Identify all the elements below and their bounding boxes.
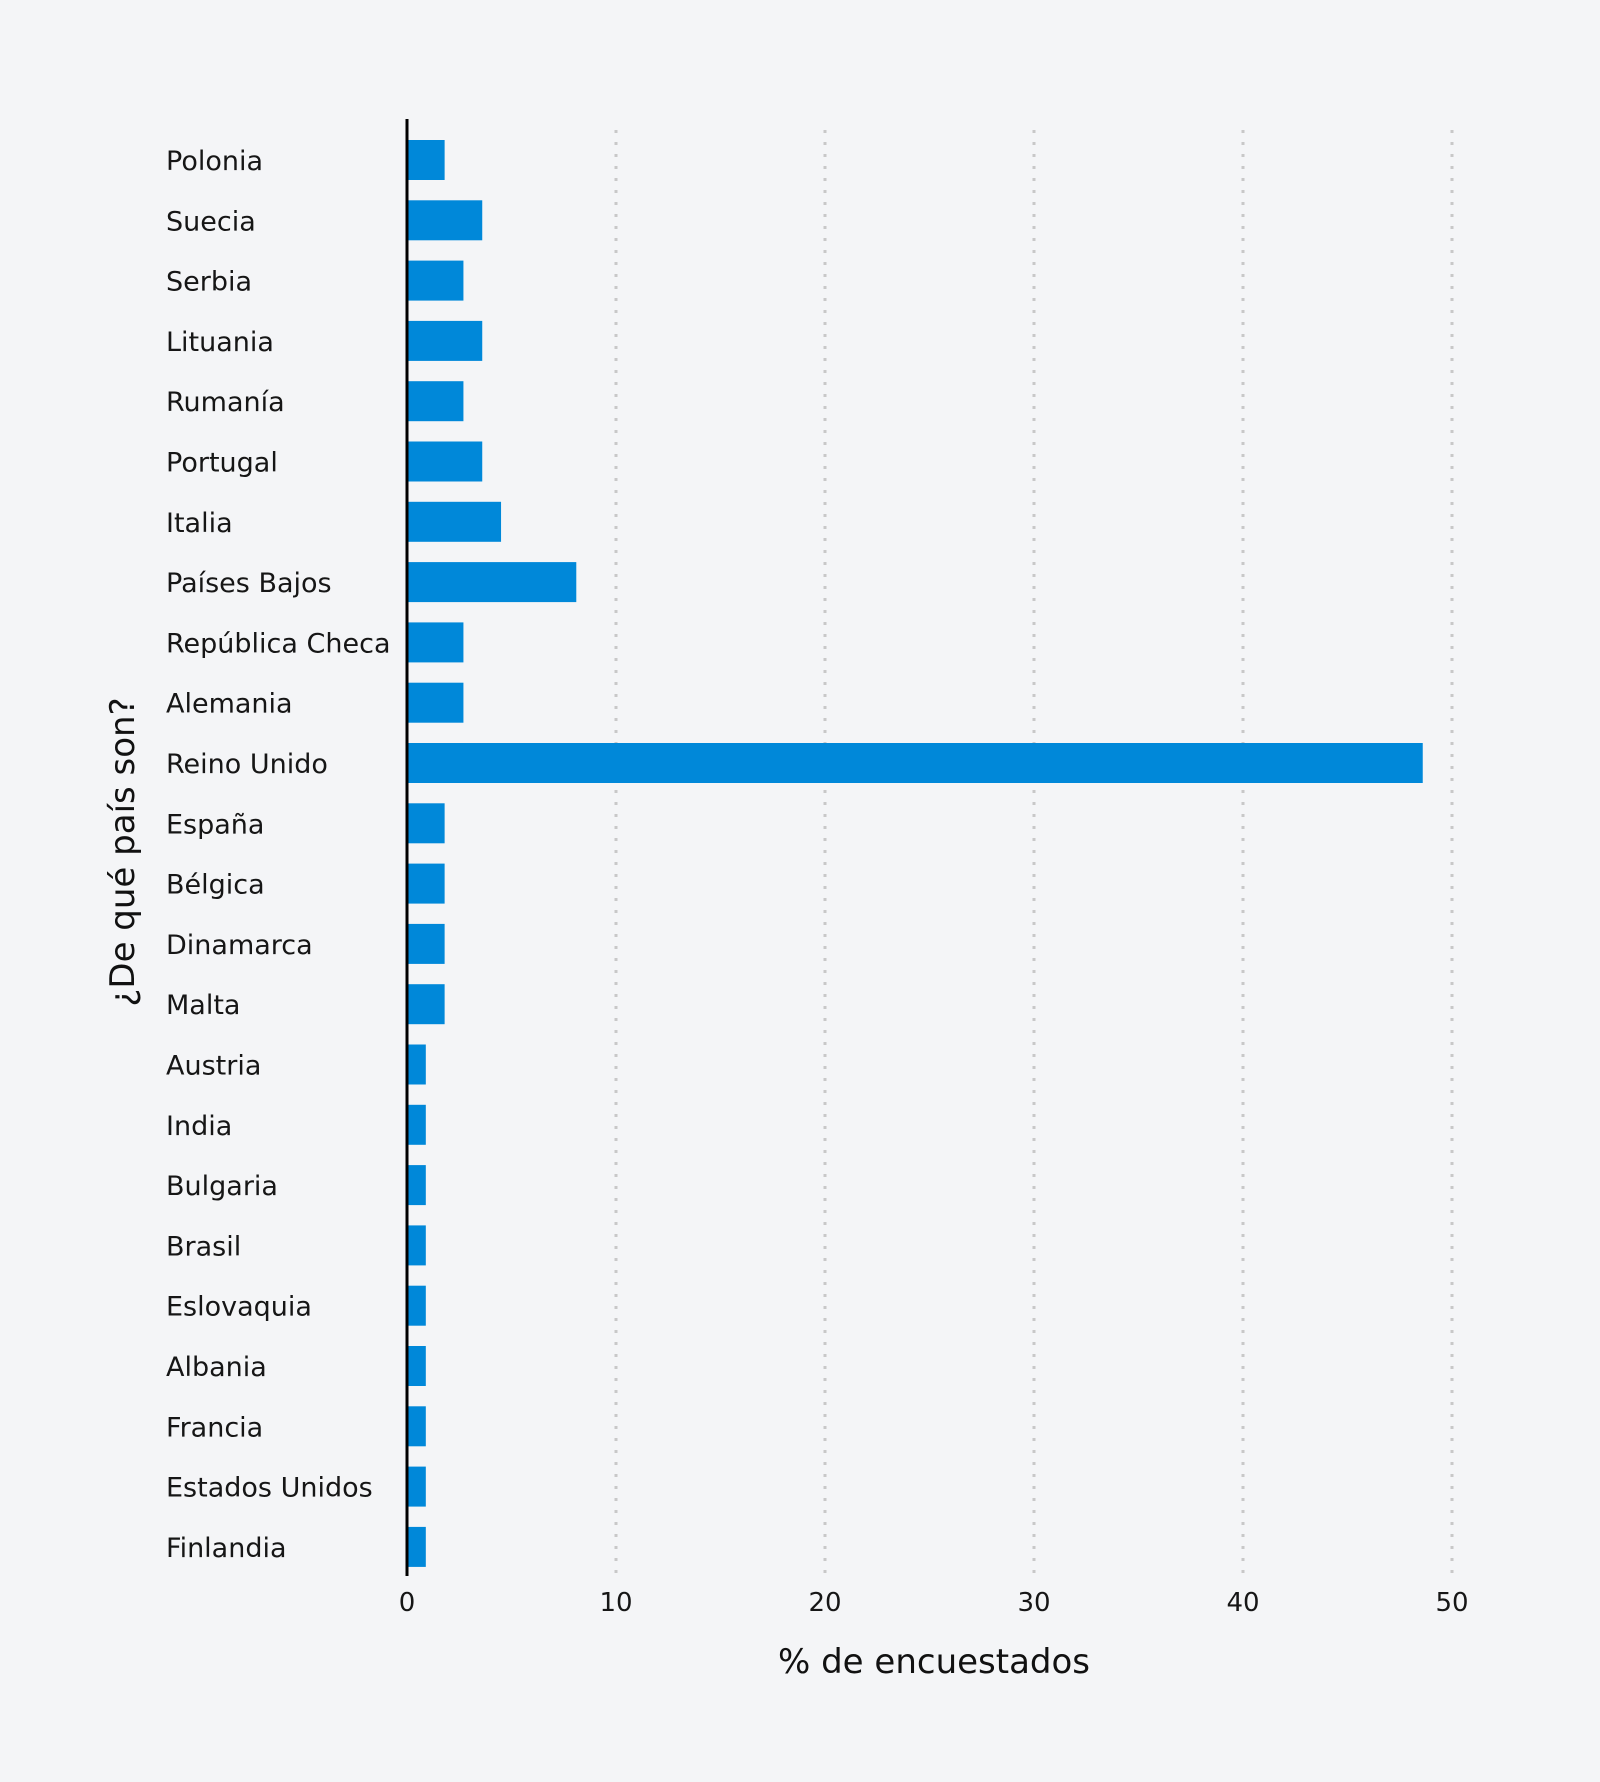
category-label: India <box>166 1111 232 1142</box>
bar <box>407 260 464 301</box>
category-label: Lituania <box>166 327 274 358</box>
bar <box>407 200 483 241</box>
bar <box>407 320 483 361</box>
category-label: Reino Unido <box>166 749 328 780</box>
x-axis-title: % de encuestados <box>778 1642 1090 1682</box>
bar <box>407 1225 426 1266</box>
category-label: Bélgica <box>166 870 265 901</box>
bar <box>407 1346 426 1386</box>
category-label: Bulgaria <box>166 1171 278 1202</box>
bar <box>407 140 445 180</box>
bar <box>407 562 577 603</box>
bar <box>407 863 445 904</box>
category-label: Países Bajos <box>166 568 332 599</box>
category-label: Brasil <box>166 1231 241 1262</box>
category-label: Suecia <box>166 206 256 237</box>
category-label: Finlandia <box>166 1533 287 1564</box>
bars <box>407 140 1423 1567</box>
category-label: Serbia <box>166 267 252 298</box>
bar <box>407 923 445 964</box>
category-label: República Checa <box>166 628 391 659</box>
bar <box>407 1406 426 1447</box>
category-label: Polonia <box>166 146 263 177</box>
category-label: Eslovaquia <box>166 1292 312 1323</box>
bar <box>407 381 464 422</box>
bar <box>407 1044 426 1085</box>
category-labels: Polonia Suecia Serbia Lituania Rumanía Portug… <box>166 146 391 1564</box>
bar <box>407 743 1423 783</box>
x-tick-label: 20 <box>808 1588 841 1618</box>
x-tick-label: 30 <box>1017 1588 1050 1618</box>
bar <box>407 1285 426 1326</box>
category-label: Rumanía <box>166 387 285 418</box>
bar <box>407 682 464 723</box>
category-label: Estados Unidos <box>166 1473 373 1504</box>
x-tick-label: 0 <box>399 1588 416 1618</box>
x-tick-label: 40 <box>1226 1588 1259 1618</box>
bar <box>407 501 502 542</box>
category-label: Austria <box>166 1051 261 1082</box>
category-label: Alemania <box>166 689 293 720</box>
bar <box>407 1165 426 1206</box>
tick-labels: 0 10 20 30 40 50 <box>399 1588 1469 1618</box>
bar <box>407 803 445 844</box>
category-label: Malta <box>166 990 240 1021</box>
category-label: Italia <box>166 508 233 539</box>
category-label: España <box>166 809 264 840</box>
y-axis-title: ¿De qué país son? <box>103 697 143 1006</box>
bar <box>407 1104 426 1145</box>
bar <box>407 1526 426 1567</box>
gridlines <box>614 130 1454 1576</box>
category-label: Portugal <box>166 448 278 479</box>
bar <box>407 1466 426 1507</box>
bar <box>407 441 483 482</box>
bar <box>407 622 464 663</box>
bar <box>407 984 445 1025</box>
x-tick-label: 10 <box>599 1588 632 1618</box>
category-label: Albania <box>166 1352 267 1383</box>
x-tick-label: 50 <box>1435 1588 1468 1618</box>
category-label: Dinamarca <box>166 930 313 961</box>
category-label: Francia <box>166 1412 263 1443</box>
